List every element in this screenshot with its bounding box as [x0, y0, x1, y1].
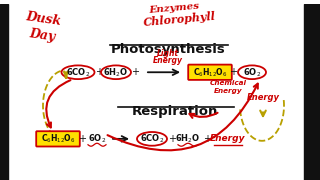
Ellipse shape — [101, 65, 131, 79]
Bar — [304, 4, 320, 180]
Text: 6H$_2$O: 6H$_2$O — [175, 133, 201, 145]
FancyArrowPatch shape — [189, 113, 218, 118]
Text: +: + — [229, 67, 237, 77]
Text: 6H$_2$O: 6H$_2$O — [103, 66, 129, 79]
Text: C$_6$H$_{12}$O$_6$: C$_6$H$_{12}$O$_6$ — [193, 66, 227, 79]
Text: Photosynthesis: Photosynthesis — [111, 43, 225, 56]
Ellipse shape — [238, 65, 266, 79]
Text: +: + — [78, 134, 86, 144]
Bar — [0, 4, 8, 180]
FancyArrowPatch shape — [108, 84, 258, 150]
FancyBboxPatch shape — [188, 65, 232, 80]
Text: Energy: Energy — [214, 88, 242, 94]
FancyArrowPatch shape — [46, 80, 70, 127]
Text: +: + — [203, 134, 211, 144]
Text: +: + — [168, 134, 176, 144]
Text: 6CO$_2$: 6CO$_2$ — [140, 133, 164, 145]
Text: Chemical: Chemical — [210, 80, 246, 86]
Text: 6O$_2$: 6O$_2$ — [243, 66, 261, 79]
Text: Energy: Energy — [153, 57, 183, 66]
Text: Energy: Energy — [246, 93, 279, 102]
Text: +: + — [131, 67, 139, 77]
Text: Energy: Energy — [210, 134, 246, 143]
Text: 6O$_2$: 6O$_2$ — [88, 133, 106, 145]
Text: Chlorophyll: Chlorophyll — [143, 11, 216, 28]
Text: Enzymes: Enzymes — [148, 2, 199, 15]
Text: Respiration: Respiration — [132, 105, 218, 118]
Text: Light: Light — [157, 49, 179, 58]
Text: Dusk: Dusk — [25, 10, 62, 28]
Ellipse shape — [61, 65, 94, 79]
Text: 6CO$_2$: 6CO$_2$ — [66, 66, 90, 79]
Text: C$_6$H$_{12}$O$_6$: C$_6$H$_{12}$O$_6$ — [41, 133, 75, 145]
FancyBboxPatch shape — [36, 131, 80, 147]
Text: Day: Day — [28, 27, 56, 44]
Text: +: + — [95, 67, 103, 77]
Ellipse shape — [137, 132, 167, 146]
